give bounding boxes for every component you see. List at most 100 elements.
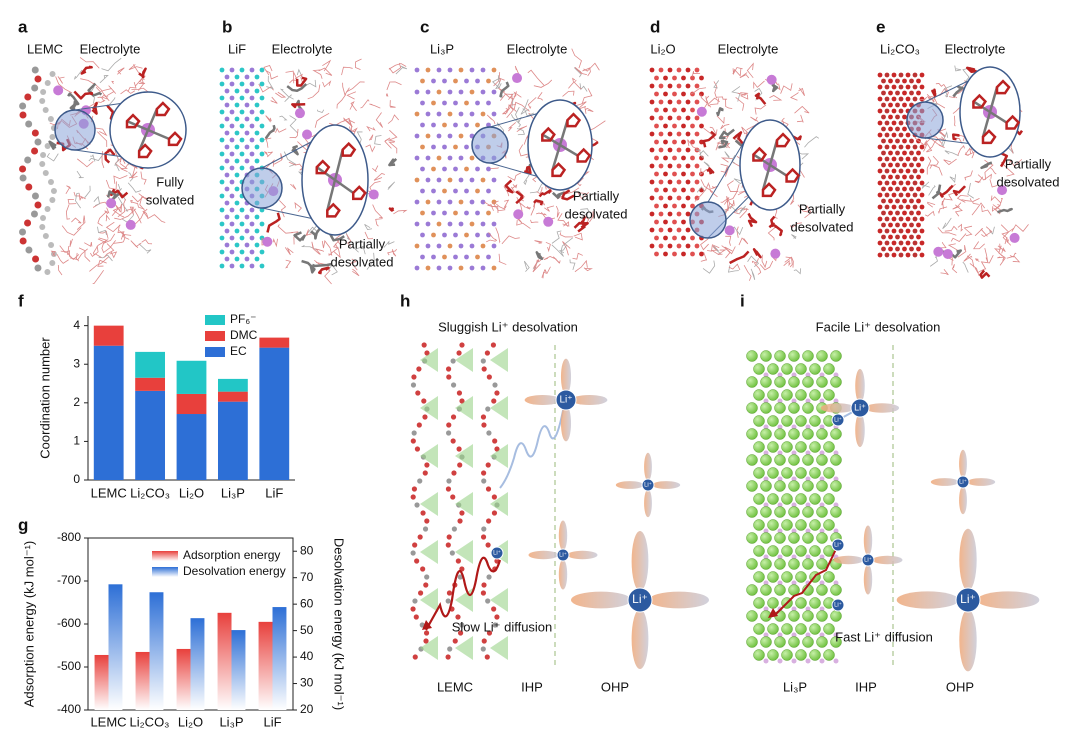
lattice-atom: [259, 95, 265, 101]
chain-atom: [39, 98, 46, 104]
solvent-molecule: [355, 58, 362, 71]
chain-atom: [450, 438, 456, 444]
chain-atom: [481, 366, 487, 372]
chain-atom: [481, 638, 487, 644]
lattice-atom: [649, 195, 655, 201]
solvent-molecule: [296, 68, 304, 79]
molecule-stick: [125, 113, 141, 129]
solvent-lobe: [652, 481, 681, 489]
lattice-atom: [667, 195, 673, 201]
solvent-molecule: [794, 105, 810, 114]
lattice-atom: [469, 155, 475, 161]
molecule-stick: [1005, 114, 1021, 130]
solvent-molecule: [312, 69, 323, 79]
lattice-atom: [898, 120, 904, 126]
lattice-atom: [902, 114, 907, 120]
solvent-molecule: [741, 126, 749, 135]
solvent-molecule: [709, 126, 718, 136]
solvent-molecule: [65, 185, 72, 195]
lattice-atom: [912, 252, 918, 258]
solvent-molecule: [129, 206, 135, 215]
solvent-molecule: [343, 118, 356, 133]
molecule-stick: [80, 65, 93, 75]
solvent-molecule: [135, 208, 148, 225]
lattice-atom: [491, 177, 497, 183]
solvent-molecule: [490, 167, 499, 170]
lattice-atom: [663, 155, 668, 161]
lattice-atom: [802, 376, 814, 388]
lattice-atom: [239, 67, 245, 73]
lattice-atom: [788, 610, 800, 622]
lattice-atom: [676, 147, 682, 153]
arrow-head: [422, 620, 432, 630]
chain-atom: [492, 622, 498, 628]
y2-tick-label: 80: [300, 543, 314, 557]
li-ion: [850, 398, 870, 418]
lattice-atom: [746, 532, 758, 544]
lattice-atom: [458, 177, 464, 183]
lattice-atom: [877, 192, 883, 198]
molecule-stick: [771, 82, 779, 93]
solvent-molecule: [974, 176, 984, 184]
solvent-molecule: [388, 141, 398, 154]
label: d: [650, 17, 660, 36]
lattice-atom: [234, 172, 240, 178]
lattice-atom: [649, 131, 655, 137]
lattice-atom: [234, 242, 240, 248]
lattice-atom: [224, 116, 230, 122]
lattice-atom: [254, 102, 260, 108]
molecule-stick: [951, 133, 960, 141]
li-atom: [302, 129, 313, 140]
molecule-stick: [979, 269, 991, 279]
chain-atom: [451, 526, 457, 532]
lattice-atom: [469, 221, 475, 227]
lattice-atom: [667, 211, 673, 217]
lattice-atom: [763, 658, 769, 664]
lattice-atom: [895, 210, 900, 216]
molecule-stick: [67, 92, 80, 106]
lattice-atom: [431, 254, 436, 260]
solvent-molecule: [954, 115, 956, 127]
chain-atom: [39, 161, 46, 167]
lattice-atom: [464, 144, 469, 150]
chain-atom: [480, 590, 487, 596]
chain-bond: [490, 396, 508, 420]
solvent-molecule: [388, 62, 402, 74]
lattice-atom: [229, 81, 235, 87]
solvent-molecule: [131, 166, 138, 179]
solvent-molecule: [273, 153, 283, 165]
lattice-atom: [672, 123, 677, 129]
legend-swatch: [205, 315, 225, 325]
lattice-atom: [898, 240, 904, 246]
lattice-atom: [905, 192, 911, 198]
lattice-atom: [224, 130, 230, 136]
lattice-atom: [690, 139, 695, 145]
lattice-atom: [224, 256, 230, 262]
chain-atom: [445, 430, 452, 436]
solvent-molecule: [739, 205, 746, 214]
lattice-atom: [491, 89, 497, 95]
bar: [217, 612, 232, 710]
li-atom: [770, 248, 781, 259]
solvent-molecule: [350, 258, 358, 271]
solvent-molecule: [583, 267, 593, 272]
solvent-molecule: [527, 69, 545, 86]
solvent-molecule: [1004, 178, 1015, 188]
lattice-atom: [881, 198, 886, 204]
lattice-atom: [475, 166, 480, 172]
chain-bond: [455, 636, 473, 660]
lattice-atom: [234, 102, 240, 108]
lattice-atom: [249, 235, 255, 241]
solvent-molecule: [117, 224, 125, 240]
lattice-atom: [816, 584, 828, 596]
lattice-atom: [891, 204, 897, 210]
solvent-molecule: [55, 76, 73, 94]
chain-atom: [422, 414, 428, 420]
lattice-atom: [663, 187, 668, 193]
lattice-atom: [681, 187, 686, 193]
solvent-lobe: [649, 591, 709, 609]
lattice-atom: [823, 363, 835, 375]
lattice-atom: [898, 132, 904, 138]
chain-atom: [424, 574, 430, 580]
solvent-molecule: [289, 184, 297, 190]
